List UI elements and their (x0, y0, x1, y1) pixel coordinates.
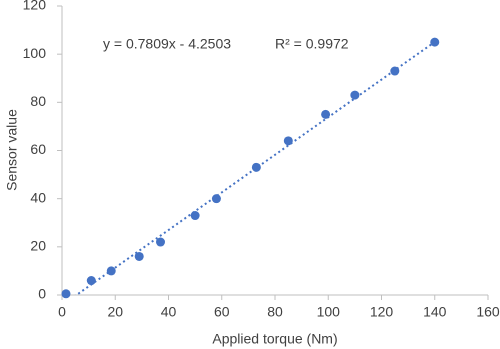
data-point (156, 237, 166, 247)
y-tick-label: 100 (23, 45, 47, 61)
y-tick-label: 60 (30, 141, 46, 157)
data-point (251, 162, 261, 172)
x-tick-label: 80 (267, 304, 283, 320)
data-point (350, 90, 360, 100)
data-point (61, 289, 71, 299)
data-point (86, 276, 96, 286)
x-tick-label: 120 (370, 304, 394, 320)
x-tick-label: 140 (423, 304, 447, 320)
data-point (283, 136, 293, 146)
y-tick-label: 20 (30, 238, 46, 254)
data-point (430, 37, 440, 47)
x-tick-label: 160 (476, 304, 500, 320)
x-tick-label: 40 (161, 304, 177, 320)
data-point (211, 194, 221, 204)
y-tick-label: 120 (23, 0, 47, 13)
x-tick-label: 20 (107, 304, 123, 320)
data-point (321, 109, 331, 119)
data-point (134, 251, 144, 261)
y-tick-label: 40 (30, 189, 46, 205)
y-tick-label: 0 (38, 286, 46, 302)
trendline-equation: y = 0.7809x - 4.2503 (103, 36, 231, 52)
y-tick-label: 80 (30, 93, 46, 109)
data-point (106, 266, 116, 276)
x-tick-label: 0 (58, 304, 66, 320)
data-point (390, 66, 400, 76)
x-tick-label: 60 (214, 304, 230, 320)
trendline (74, 41, 436, 295)
x-tick-label: 100 (317, 304, 341, 320)
y-axis-title: Sensor value (4, 109, 20, 191)
trendline-r-squared: R² = 0.9972 (275, 36, 349, 52)
data-point (190, 211, 200, 221)
x-axis-title: Applied torque (Nm) (212, 331, 337, 347)
